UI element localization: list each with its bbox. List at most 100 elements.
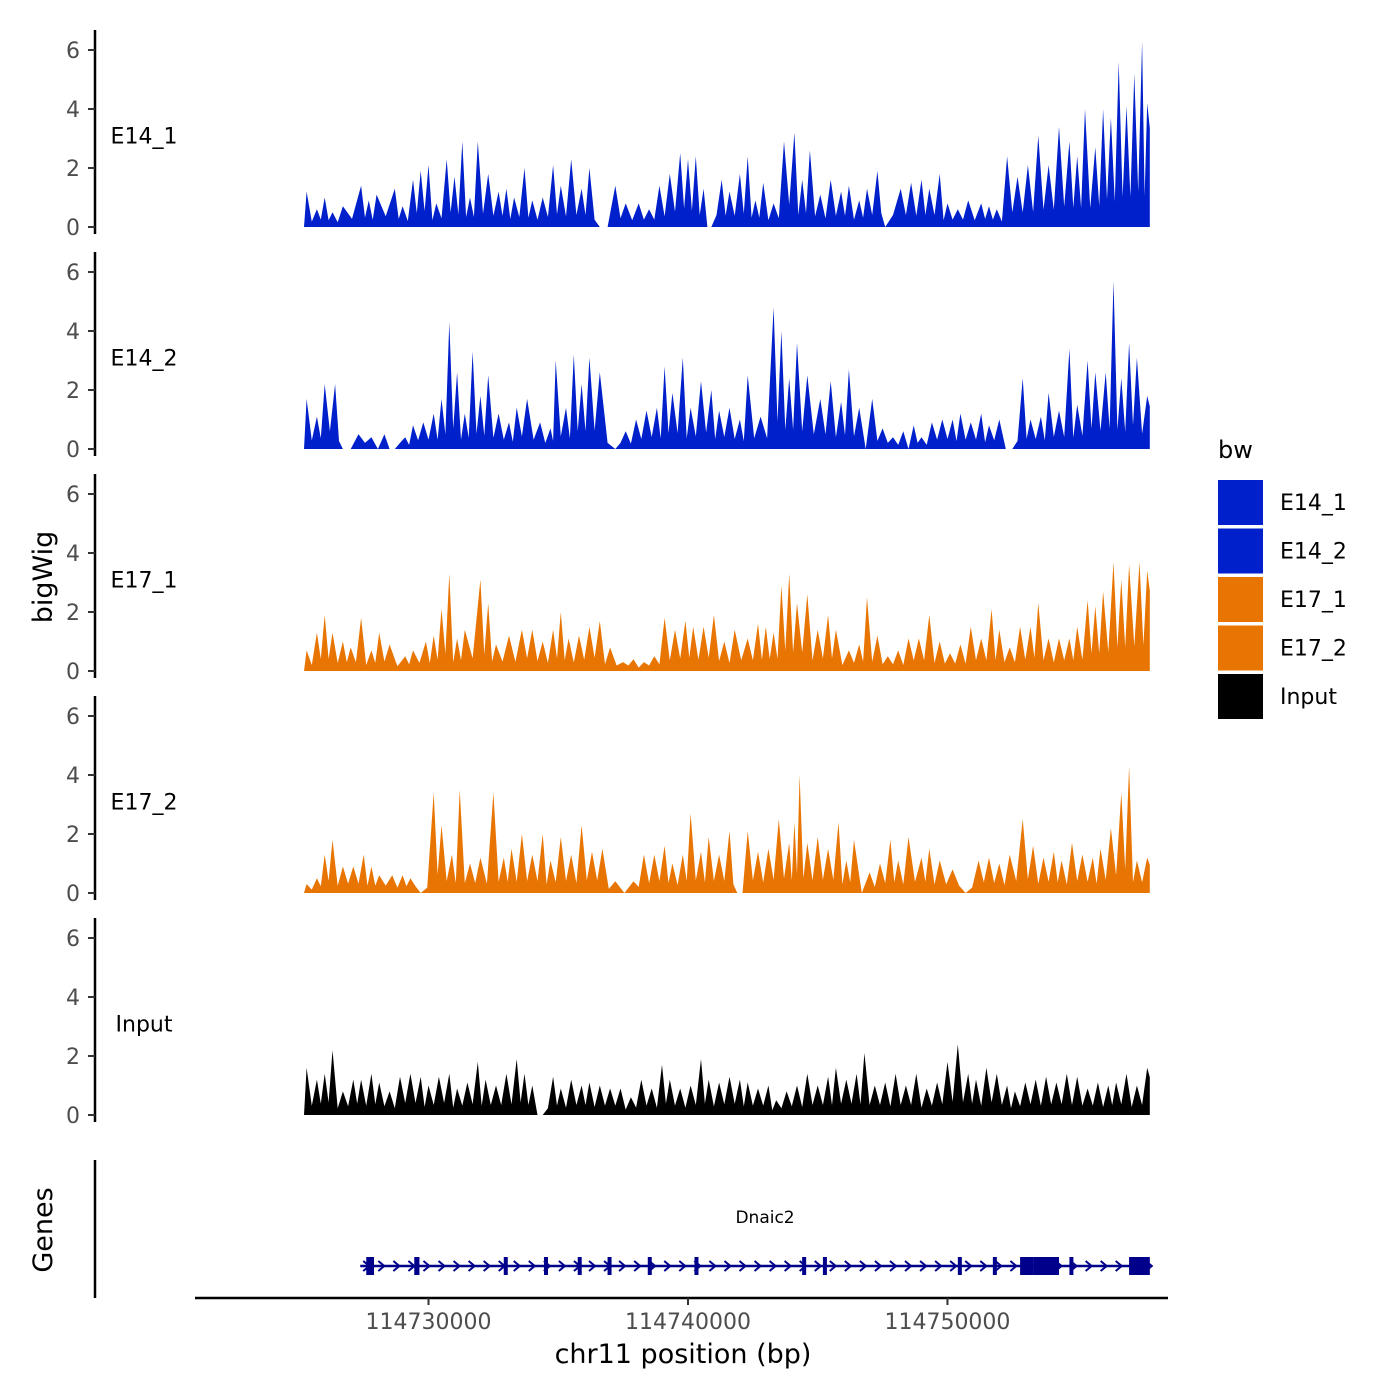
- y-tick-label: 2: [66, 1045, 80, 1070]
- y-tick-label: 4: [66, 542, 80, 567]
- y-tick-label: 4: [66, 320, 80, 345]
- exon: [1129, 1257, 1150, 1275]
- legend-label: E14_2: [1280, 540, 1347, 565]
- exon: [414, 1257, 420, 1275]
- exon: [366, 1257, 375, 1275]
- legend-title: bw: [1218, 436, 1253, 464]
- signal-area-E14_1: [304, 41, 1150, 228]
- x-tick-label: 114750000: [884, 1310, 1010, 1335]
- exon: [1020, 1257, 1034, 1275]
- strand-arrow: [588, 1260, 597, 1272]
- x-tick-label: 114730000: [366, 1310, 492, 1335]
- legend-key-Input: [1218, 674, 1263, 719]
- track-label: E17_2: [111, 791, 178, 816]
- x-tick-label: 114740000: [625, 1310, 751, 1335]
- y-tick-label: 2: [66, 601, 80, 626]
- track-E17_2: 0 2 4 6 E17_2: [66, 696, 1150, 907]
- strand-arrow: [483, 1260, 492, 1272]
- gene-Dnaic2: Dnaic2: [360, 1208, 1154, 1275]
- exon: [1033, 1257, 1060, 1275]
- track-Input: 0 2 4 6 Input: [66, 918, 1150, 1129]
- strand-arrow: [723, 1260, 732, 1272]
- exon: [957, 1257, 962, 1275]
- legend-label: E17_1: [1280, 588, 1347, 613]
- y-tick-label: 6: [66, 705, 80, 730]
- strand-arrow: [934, 1260, 943, 1272]
- y-tick-label: 0: [66, 1104, 80, 1129]
- strand-arrow: [889, 1260, 898, 1272]
- strand-arrow: [919, 1260, 928, 1272]
- y-tick-label: 4: [66, 764, 80, 789]
- legend-label: Input: [1280, 685, 1337, 710]
- strand-arrow: [859, 1260, 868, 1272]
- y-tick-label: 6: [66, 39, 80, 64]
- y-axis-title: bigWig: [28, 531, 59, 624]
- exon: [647, 1257, 652, 1275]
- genes-axis-title: Genes: [28, 1187, 59, 1272]
- y-tick-label: 2: [66, 823, 80, 848]
- strand-arrow: [753, 1260, 763, 1272]
- y-tick-label: 2: [66, 379, 80, 404]
- track-label: Input: [116, 1013, 173, 1038]
- track-label: E17_1: [111, 569, 178, 594]
- strand-arrow: [513, 1260, 522, 1272]
- gene-label: Dnaic2: [735, 1208, 794, 1228]
- exon: [822, 1257, 827, 1275]
- signal-area-E14_2: [304, 280, 1150, 449]
- strand-arrow: [377, 1260, 386, 1272]
- y-tick-label: 4: [66, 98, 80, 123]
- strand-arrow: [829, 1260, 838, 1272]
- y-tick-label: 2: [66, 157, 80, 182]
- strand-arrow: [633, 1260, 642, 1272]
- x-axis: 114730000 114740000 114750000: [195, 1296, 1168, 1335]
- exon: [1069, 1257, 1074, 1275]
- x-axis-title: chr11 position (bp): [555, 1339, 812, 1370]
- strand-arrow: [422, 1260, 432, 1272]
- signal-area-E17_2: [304, 766, 1150, 893]
- strand-arrow: [904, 1260, 913, 1272]
- signal-area-Input: [304, 1044, 1150, 1115]
- signal-area-E17_1: [304, 561, 1150, 671]
- legend-label: E14_1: [1280, 491, 1347, 516]
- strand-arrow: [437, 1260, 447, 1272]
- strand-arrow: [1009, 1260, 1018, 1272]
- legend-label: E17_2: [1280, 637, 1347, 662]
- strand-arrow: [844, 1260, 853, 1272]
- strand-arrow: [663, 1260, 672, 1272]
- strand-arrow: [1115, 1260, 1124, 1272]
- y-tick-label: 6: [66, 927, 80, 952]
- y-tick-label: 0: [66, 882, 80, 907]
- strand-arrow: [964, 1260, 973, 1272]
- exon: [543, 1257, 548, 1275]
- strand-arrow: [1084, 1260, 1094, 1272]
- strand-arrow: [874, 1260, 883, 1272]
- exon: [802, 1257, 807, 1275]
- strand-arrow: [678, 1260, 687, 1272]
- exon: [577, 1257, 582, 1275]
- y-tick-label: 0: [66, 660, 80, 685]
- strand-arrow: [618, 1260, 627, 1272]
- exon: [607, 1257, 612, 1275]
- strand-arrow: [708, 1260, 717, 1272]
- track-E14_2: 0 2 4 6 E14_2: [66, 252, 1150, 463]
- y-tick-label: 0: [66, 438, 80, 463]
- y-tick-label: 6: [66, 261, 80, 286]
- legend-key-E14_1: [1218, 480, 1263, 525]
- legend-key-E14_2: [1218, 528, 1263, 574]
- strand-arrow: [528, 1260, 537, 1272]
- genes-panel: Dnaic2: [93, 1160, 1154, 1298]
- strand-arrow: [738, 1260, 748, 1272]
- legend-key-E17_2: [1218, 625, 1263, 671]
- strand-arrow: [768, 1260, 778, 1272]
- exon: [694, 1257, 699, 1275]
- track-E17_1: 0 2 4 6 E17_1: [66, 474, 1150, 685]
- legend: bw E14_1 E14_2 E17_1 E17_2 Input: [1218, 436, 1347, 719]
- strand-arrow: [392, 1260, 401, 1272]
- track-label: E14_2: [111, 347, 178, 372]
- exon: [503, 1257, 508, 1275]
- y-tick-label: 4: [66, 986, 80, 1011]
- strand-arrow: [783, 1260, 793, 1272]
- strand-arrow: [814, 1260, 823, 1272]
- strand-arrow: [467, 1260, 477, 1272]
